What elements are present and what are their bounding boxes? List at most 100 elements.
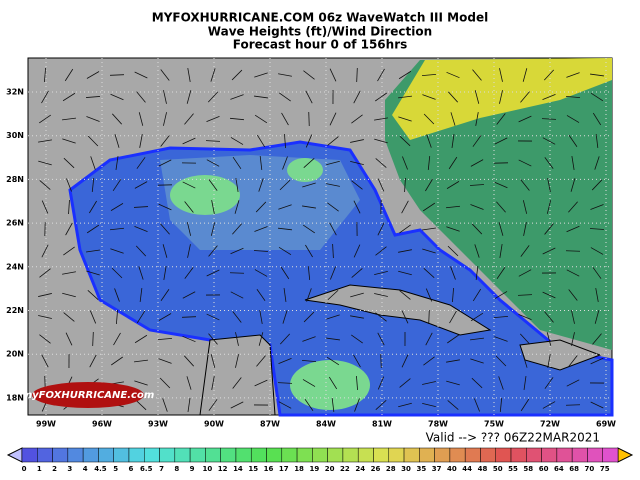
scale-swatch bbox=[189, 447, 206, 463]
wind-arrow bbox=[570, 178, 576, 192]
wind-arrow bbox=[374, 117, 388, 121]
wind-arrow bbox=[522, 354, 528, 368]
scale-label: 4 bbox=[83, 465, 88, 473]
wind-arrow bbox=[86, 249, 100, 253]
scale-label: 64 bbox=[554, 465, 564, 473]
wind-arrow bbox=[427, 155, 431, 171]
wind-arrow bbox=[112, 178, 122, 192]
wind-arrow bbox=[595, 134, 599, 148]
wind-arrow bbox=[160, 223, 170, 235]
lon-label: 72W bbox=[540, 420, 560, 429]
wind-arrow bbox=[63, 157, 75, 169]
wind-arrow bbox=[377, 332, 385, 346]
wind-arrow bbox=[256, 289, 266, 301]
wind-arrow bbox=[41, 90, 49, 104]
wind-arrow bbox=[87, 135, 99, 147]
wind-arrow bbox=[139, 134, 143, 148]
wind-arrow bbox=[68, 199, 70, 215]
wind-arrow bbox=[157, 337, 173, 341]
wind-arrow bbox=[89, 200, 97, 214]
wind-arrow bbox=[520, 245, 530, 257]
scale-swatch bbox=[556, 447, 573, 463]
wind-arrow bbox=[423, 113, 435, 125]
wind-arrow bbox=[207, 91, 219, 103]
wind-arrow bbox=[470, 159, 484, 167]
wind-arrow bbox=[256, 134, 266, 148]
wind-arrow bbox=[136, 310, 146, 324]
scale-swatch bbox=[449, 447, 466, 463]
wind-arrow bbox=[39, 114, 51, 124]
scale-swatch bbox=[495, 447, 512, 463]
wind-arrow bbox=[375, 400, 387, 410]
wind-arrow bbox=[421, 73, 437, 77]
wind-arrow bbox=[327, 136, 339, 146]
wind-arrow bbox=[472, 69, 482, 81]
wind-arrow bbox=[135, 399, 147, 411]
scale-label: 15 bbox=[248, 465, 258, 473]
wind-arrow bbox=[546, 332, 552, 346]
scale-label: 6 bbox=[129, 465, 134, 473]
wind-arrow bbox=[158, 313, 172, 321]
wind-arrow bbox=[134, 334, 148, 344]
wind-arrow bbox=[469, 184, 485, 186]
wind-arrow bbox=[38, 160, 52, 166]
wind-arrow bbox=[230, 291, 244, 299]
wind-arrow bbox=[259, 310, 263, 324]
wind-arrow bbox=[374, 293, 388, 297]
wind-arrow bbox=[134, 71, 148, 79]
wind-arrow bbox=[446, 71, 460, 79]
lon-label: 99W bbox=[36, 420, 56, 429]
wind-arrow bbox=[231, 69, 243, 81]
wind-arrow bbox=[282, 156, 288, 170]
wind-arrow bbox=[158, 358, 172, 364]
wind-arrow bbox=[254, 114, 268, 124]
wind-arrow bbox=[38, 139, 52, 143]
wind-arrow bbox=[404, 177, 406, 193]
wind-arrow bbox=[66, 178, 72, 192]
wind-arrow bbox=[566, 115, 580, 123]
wind-arrow bbox=[206, 116, 220, 122]
wind-arrow bbox=[277, 382, 293, 384]
wind-arrow bbox=[43, 67, 47, 83]
wind-arrow bbox=[134, 181, 148, 189]
wind-arrow bbox=[351, 334, 363, 344]
wind-arrow bbox=[494, 181, 508, 189]
wind-arrow bbox=[302, 224, 316, 234]
wind-arrow bbox=[542, 137, 556, 145]
logo-text: myFOXHURRICANE.com bbox=[22, 390, 155, 401]
wind-arrow bbox=[136, 91, 146, 103]
wind-arrow bbox=[450, 112, 456, 126]
wind-arrow bbox=[474, 244, 480, 258]
scale-label: 20 bbox=[325, 465, 335, 473]
scale-swatch bbox=[526, 447, 542, 463]
lon-label: 84W bbox=[316, 420, 336, 429]
arrows bbox=[38, 67, 605, 413]
wind-arrow bbox=[110, 203, 124, 211]
subtitle: Forecast hour 0 of 156hrs bbox=[233, 38, 408, 52]
lat-label: 28N bbox=[6, 175, 24, 184]
wind-arrow bbox=[229, 117, 245, 121]
wind-arrow bbox=[351, 268, 363, 278]
wind-arrow bbox=[87, 290, 99, 300]
wind-arrow bbox=[208, 399, 218, 411]
wind-arrow bbox=[326, 160, 340, 166]
scale-swatch bbox=[602, 447, 619, 463]
wind-arrow bbox=[425, 288, 433, 302]
scale-swatch bbox=[281, 447, 298, 463]
lon-label: 75W bbox=[484, 420, 504, 429]
scale-swatch bbox=[571, 447, 588, 463]
lat-label: 30N bbox=[6, 131, 24, 140]
yucatan bbox=[199, 334, 276, 416]
scale-label: 50 bbox=[493, 465, 503, 473]
wind-arrow bbox=[399, 378, 411, 388]
wind-arrow bbox=[380, 353, 382, 369]
wind-arrow bbox=[301, 359, 317, 363]
scale-label: 17 bbox=[279, 465, 289, 473]
wind-arrow bbox=[542, 93, 556, 101]
wind-arrow bbox=[353, 200, 361, 214]
wind-arrow bbox=[495, 355, 507, 367]
wind-arrow bbox=[184, 201, 194, 213]
wind-arrow bbox=[398, 249, 412, 253]
scale-swatch bbox=[510, 447, 527, 463]
